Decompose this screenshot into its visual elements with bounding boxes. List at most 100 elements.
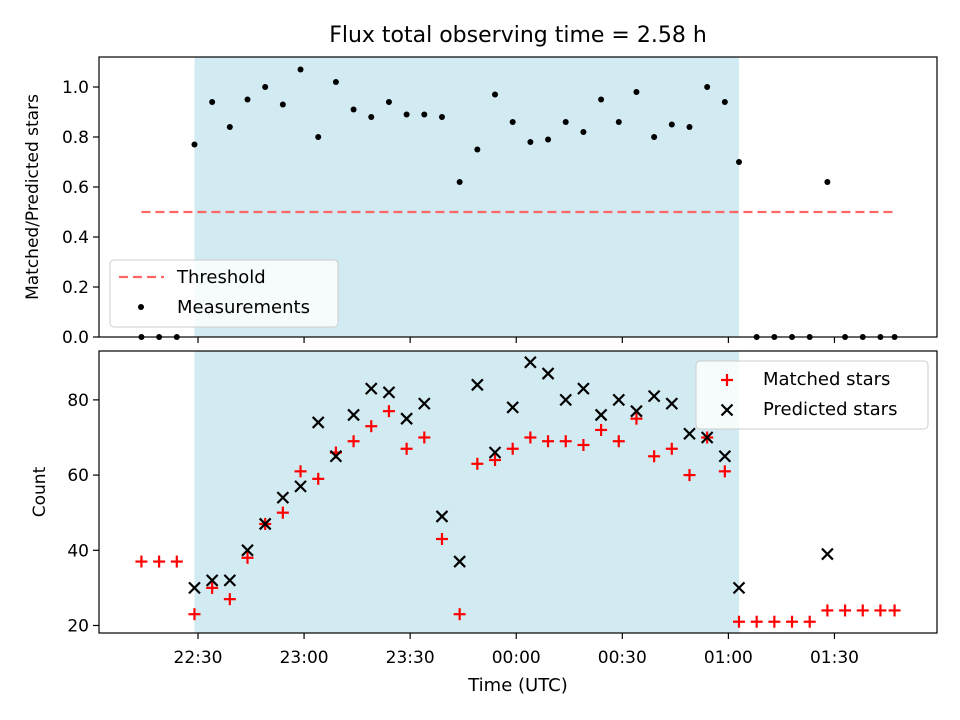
x-axis-label: Time (UTC) [467, 675, 568, 696]
bottom-observing-span [194, 351, 739, 633]
legend-predicted-swatch [720, 403, 734, 417]
bottom-ytick-label: 80 [67, 391, 89, 411]
top-point-0-7 [262, 84, 269, 90]
bottom-point-1-15-b [453, 555, 466, 568]
bottom-point-0-1 [153, 555, 166, 568]
xtick-label: 01:30 [810, 648, 859, 668]
bottom-point-1-11-b [382, 386, 396, 399]
top-point-0-31 [686, 124, 693, 130]
bottom-legend: Matched stars Predicted stars [695, 360, 929, 430]
bottom-point-1-17 [488, 446, 502, 459]
bottom-point-1-19-b [524, 356, 537, 369]
bottom-point-1-14 [435, 510, 449, 523]
bottom-point-0-21 [506, 442, 519, 455]
bottom-point-0-0 [135, 555, 148, 568]
bottom-point-1-29 [700, 431, 714, 444]
top-point-0-20 [492, 91, 499, 98]
bottom-point-1-4 [258, 517, 272, 531]
bottom-point-1-10-b [364, 382, 378, 395]
bottom-point-0-36 [768, 615, 781, 628]
bottom-point-1-1-b [205, 574, 219, 587]
top-panel: 0.0 0.2 0.4 0.6 0.8 1.0 Matched/Predicted star… [23, 56, 938, 348]
top-point-0-12 [350, 106, 357, 113]
xtick-label: 23:30 [386, 648, 435, 668]
top-point-0-30 [668, 121, 675, 128]
top-point-0-14 [385, 99, 392, 105]
bottom-point-1-26-b [647, 389, 661, 403]
bottom-point-0-26 [595, 423, 608, 436]
bottom-point-1-21 [559, 393, 573, 407]
top-ytick-label: 0.4 [62, 228, 89, 248]
bottom-point-1-29-b [700, 431, 714, 444]
bottom-point-1-13 [418, 397, 431, 410]
bottom-point-0-24 [559, 435, 572, 448]
bottom-point-0-22 [524, 431, 537, 444]
bottom-point-1-24-b [612, 393, 626, 407]
legend-threshold-label: Threshold [176, 267, 266, 288]
bottom-point-1-3 [241, 544, 254, 557]
xtick-label: 00:00 [492, 648, 541, 668]
bottom-point-1-28 [683, 427, 696, 440]
top-point-0-11 [332, 79, 339, 85]
top-point-0-33 [721, 99, 728, 105]
bottom-point-0-9 [294, 465, 307, 478]
bottom-point-1-23 [594, 408, 608, 422]
bottom-point-1-18 [506, 401, 519, 414]
bottom-point-1-5 [276, 491, 290, 504]
bottom-point-1-12-b [400, 412, 413, 425]
bottom-point-1-21-b [559, 393, 573, 407]
bottom-point-0-4 [206, 581, 219, 594]
bottom-ytick-label: 20 [67, 616, 89, 636]
top-point-0-27 [615, 119, 622, 125]
bottom-panel: 20 40 60 80 22:30 23:00 23:30 00:00 00:30 01:00 01… [30, 350, 938, 668]
bottom-ytick-label: 40 [67, 541, 89, 561]
bottom-point-0-12 [347, 435, 360, 448]
top-point-0-34 [735, 159, 742, 165]
bottom-point-1-7 [311, 416, 325, 429]
bottom-point-0-41 [856, 604, 869, 617]
top-point-0-15 [403, 111, 410, 118]
xtick-label: 00:30 [598, 648, 647, 668]
bottom-point-0-14 [382, 405, 395, 418]
legend-measurement-label: Measurements [177, 297, 310, 318]
bottom-point-1-9-b [347, 408, 360, 422]
bottom-point-1-8-b [329, 450, 343, 463]
bottom-point-1-20-b [541, 367, 555, 380]
top-point-0-29 [651, 134, 658, 140]
bottom-point-1-18-b [506, 401, 519, 414]
legend-box [695, 360, 929, 430]
bottom-point-1-30 [718, 450, 732, 463]
bottom-point-1-31-b [732, 581, 746, 595]
legend-predicted-swatch-b [720, 403, 734, 417]
bottom-y-axis-label: Count [30, 466, 50, 517]
bottom-point-0-13 [365, 420, 378, 433]
bottom-point-1-7-b [311, 416, 325, 429]
xtick-label: 01:00 [704, 648, 753, 668]
xtick-label: 22:30 [174, 648, 223, 668]
top-ytick-label: 0.8 [62, 128, 89, 148]
bottom-point-1-13-b [418, 397, 431, 410]
bottom-point-0-40 [839, 604, 852, 617]
top-point-0-4 [209, 99, 216, 105]
bottom-point-0-8 [276, 506, 289, 519]
bottom-point-0-10 [312, 472, 325, 485]
bottom-point-0-43 [888, 604, 901, 617]
bottom-point-0-30 [665, 442, 678, 455]
bottom-point-1-22 [577, 382, 590, 395]
legend-measurement-swatch [138, 304, 144, 310]
top-ytick-label: 0.0 [62, 328, 89, 348]
bottom-point-1-10 [364, 382, 378, 395]
top-point-0-5 [226, 124, 233, 130]
top-point-0-18 [456, 179, 463, 185]
bottom-point-0-37 [786, 615, 799, 628]
bottom-point-1-25 [630, 404, 643, 418]
top-legend: Threshold Measurements [109, 259, 339, 328]
bottom-series-1 [188, 356, 834, 595]
bottom-point-1-1 [205, 574, 219, 587]
legend-matched-label: Matched stars [763, 369, 890, 390]
bottom-point-1-6 [294, 480, 307, 493]
bottom-point-1-2 [223, 574, 237, 587]
bottom-point-1-3-b [241, 544, 254, 557]
top-point-0-24 [562, 119, 569, 125]
